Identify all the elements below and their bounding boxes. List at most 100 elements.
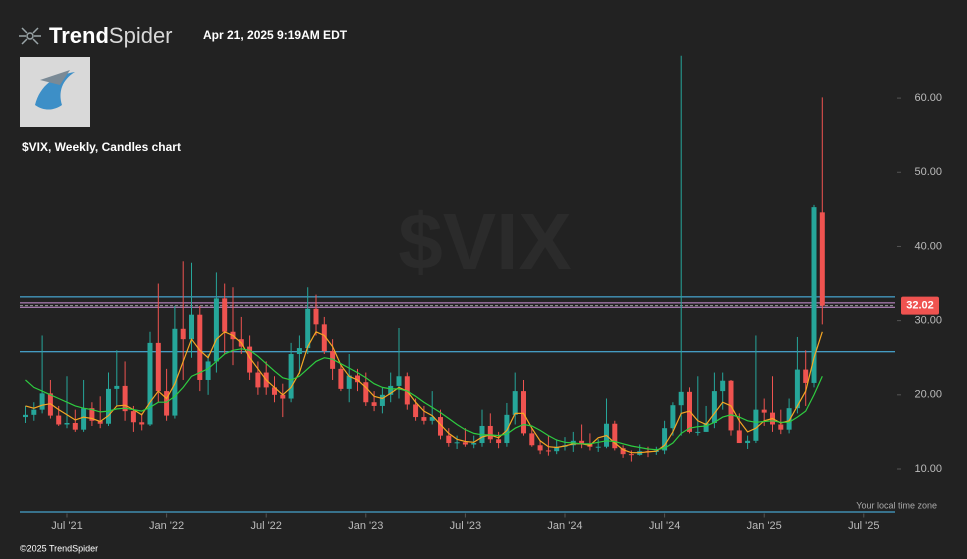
candle-body [296,348,302,355]
candle-body [39,393,45,410]
candle-body [720,380,726,392]
candle-body [421,417,427,421]
candle-body [122,385,128,412]
logo: TrendSpider [19,23,173,48]
candle-body [64,423,70,425]
x-tick-label: Jan '24 [547,520,582,532]
candle-body [786,408,792,430]
y-tick-label: 10.00 [914,463,942,475]
price-label-box [901,296,939,315]
x-tick-label: Jul '24 [649,520,680,532]
candle-body [545,450,551,452]
candle-body [155,342,161,392]
candle-body [595,446,601,448]
candle-body [454,442,460,444]
candle-body [811,207,817,383]
candle-body [130,411,136,423]
candle-body [487,425,493,440]
x-tick-label: Jan '22 [149,520,184,532]
x-tick-label: Jan '23 [348,520,383,532]
candle-body [247,346,253,373]
candle-body [413,404,419,418]
copyright: ©2025 TrendSpider [20,543,98,553]
candle-body [47,393,53,416]
candle-body [529,433,535,446]
watermark: $VIX [398,197,571,286]
candle-body [97,420,103,424]
candle-body [703,423,709,432]
candle-body [404,376,410,405]
moving-average [25,331,823,454]
candle-body [288,354,294,399]
candle-body [172,328,178,416]
candle-body [305,308,311,349]
candle-body [521,391,526,434]
thumbnail-shape [35,72,75,110]
candle-body [321,324,327,352]
candle-body [81,408,87,430]
moving-average [25,348,823,451]
plot: 10.00 20.00 30.00 40.00 50.00 60.00 Jul '21 Jan… [20,55,942,532]
candle-body [761,409,767,413]
candle-body [139,422,145,425]
candle-body [197,314,203,380]
y-tick-label: 40.00 [914,240,942,252]
candle-body [338,368,344,389]
candle-body [803,369,809,383]
candle-body [446,435,452,444]
price-label: 32.02 [906,300,934,312]
thumbnail-fish [40,70,70,85]
candle-body [504,414,510,444]
candle-body [106,388,111,424]
candle-body [678,391,684,406]
candle-body [620,448,626,455]
chart-label: $VIX, Weekly, Candles chart [22,140,181,154]
candle-body [745,440,751,444]
candle-body [537,445,543,451]
candle-body [429,417,435,421]
candle-body [579,440,585,444]
candle-body [736,430,742,444]
x-tick-label: Jul '21 [51,520,82,532]
logo-icon [19,27,41,45]
candle-body [23,414,28,418]
candle-body [695,431,701,433]
candle-body [794,369,800,409]
candle-body [330,351,336,369]
candle-body [272,387,277,395]
candle-body [255,372,261,388]
brand-bold: Trend [49,23,109,48]
candle-body [89,408,95,421]
candle-body [180,328,186,340]
candle-body [313,308,319,325]
x-tick-label: Jul '23 [450,520,481,532]
candle-body [355,375,360,383]
candle-body [72,423,78,430]
brand: TrendSpider [49,23,173,48]
candle-body [280,394,286,399]
candle-body [56,415,62,425]
candle-body [147,342,153,425]
candle-body [346,375,352,389]
candle-body [379,394,385,406]
watermark-layer: $VIX [398,197,571,286]
timezone-note: Your local time zone [856,500,937,510]
y-tick-label: 20.00 [914,389,942,401]
candle-body [462,442,468,445]
candle-body [114,385,120,389]
candle-body [205,361,211,380]
candle-body [189,314,194,340]
y-tick-label: 50.00 [914,166,942,178]
candle-body [164,391,170,416]
candle-body [371,402,377,406]
candle-body [711,391,717,423]
candle-body [222,298,228,332]
candle-body [496,439,502,444]
candle-body [213,298,219,362]
y-tick-label: 60.00 [914,92,942,104]
candle-body [554,446,560,452]
thumbnail [20,57,90,127]
timestamp: Apr 21, 2025 9:19AM EDT [203,28,348,42]
candle-body [471,443,477,445]
